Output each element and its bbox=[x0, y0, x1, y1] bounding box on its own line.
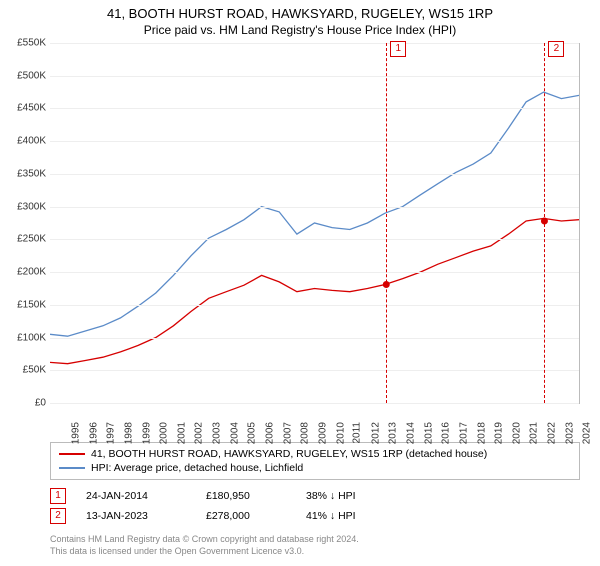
marker-label: 1 bbox=[390, 41, 406, 57]
chart-title: 41, BOOTH HURST ROAD, HAWKSYARD, RUGELEY… bbox=[0, 6, 600, 21]
y-tick-label: £150K bbox=[17, 299, 46, 310]
x-tick-label: 2000 bbox=[158, 422, 169, 444]
grid-line bbox=[50, 305, 579, 306]
y-tick-label: £550K bbox=[17, 38, 46, 49]
x-tick-label: 2021 bbox=[529, 422, 540, 444]
transaction-row: 2 13-JAN-2023 £278,000 41% ↓ HPI bbox=[50, 506, 580, 526]
x-tick-label: 2010 bbox=[335, 422, 346, 444]
x-axis: 1995199619971998199920002001200220032004… bbox=[50, 403, 579, 433]
transaction-pct: 38% ↓ HPI bbox=[306, 490, 386, 502]
grid-line bbox=[50, 76, 579, 77]
legend-row: 41, BOOTH HURST ROAD, HAWKSYARD, RUGELEY… bbox=[59, 447, 571, 461]
x-tick-label: 2023 bbox=[564, 422, 575, 444]
y-tick-label: £100K bbox=[17, 332, 46, 343]
transactions-table: 1 24-JAN-2014 £180,950 38% ↓ HPI 2 13-JAN-202… bbox=[50, 486, 580, 526]
marker-label: 2 bbox=[548, 41, 564, 57]
chart-container: 41, BOOTH HURST ROAD, HAWKSYARD, RUGELEY… bbox=[0, 6, 600, 566]
transaction-price: £278,000 bbox=[206, 510, 286, 522]
plot-svg bbox=[50, 43, 579, 403]
x-tick-label: 2006 bbox=[264, 422, 275, 444]
marker-line bbox=[544, 43, 545, 403]
y-axis: £0£50K£100K£150K£200K£250K£300K£350K£400… bbox=[0, 43, 50, 403]
footer-line-2: This data is licensed under the Open Gov… bbox=[50, 546, 580, 558]
grid-line bbox=[50, 272, 579, 273]
legend-label: HPI: Average price, detached house, Lich… bbox=[91, 462, 303, 474]
grid-line bbox=[50, 338, 579, 339]
x-tick-label: 2014 bbox=[405, 422, 416, 444]
transaction-pct: 41% ↓ HPI bbox=[306, 510, 386, 522]
x-tick-label: 2009 bbox=[317, 422, 328, 444]
y-tick-label: £250K bbox=[17, 234, 46, 245]
x-tick-label: 2001 bbox=[176, 422, 187, 444]
y-tick-label: £500K bbox=[17, 70, 46, 81]
x-tick-label: 1998 bbox=[123, 422, 134, 444]
x-tick-label: 2018 bbox=[476, 422, 487, 444]
x-tick-label: 2012 bbox=[370, 422, 381, 444]
y-tick-label: £400K bbox=[17, 136, 46, 147]
transaction-row: 1 24-JAN-2014 £180,950 38% ↓ HPI bbox=[50, 486, 580, 506]
marker-line bbox=[386, 43, 387, 403]
y-tick-label: £50K bbox=[23, 365, 46, 376]
y-tick-label: £450K bbox=[17, 103, 46, 114]
legend-label: 41, BOOTH HURST ROAD, HAWKSYARD, RUGELEY… bbox=[91, 448, 487, 460]
transaction-badge: 2 bbox=[50, 508, 66, 524]
x-tick-label: 2019 bbox=[493, 422, 504, 444]
x-tick-label: 2011 bbox=[352, 422, 363, 444]
x-tick-label: 2002 bbox=[194, 422, 205, 444]
x-tick-label: 2020 bbox=[511, 422, 522, 444]
y-tick-label: £350K bbox=[17, 168, 46, 179]
x-tick-label: 2013 bbox=[388, 422, 399, 444]
y-tick-label: £0 bbox=[35, 398, 46, 409]
chart-area: £0£50K£100K£150K£200K£250K£300K£350K£400… bbox=[50, 43, 580, 404]
y-tick-label: £200K bbox=[17, 267, 46, 278]
grid-line bbox=[50, 403, 579, 404]
transaction-badge: 1 bbox=[50, 488, 66, 504]
legend: 41, BOOTH HURST ROAD, HAWKSYARD, RUGELEY… bbox=[50, 442, 580, 480]
grid-line bbox=[50, 141, 579, 142]
x-tick-label: 2015 bbox=[423, 422, 434, 444]
grid-line bbox=[50, 174, 579, 175]
series-line bbox=[50, 92, 579, 336]
x-tick-label: 2022 bbox=[546, 422, 557, 444]
x-tick-label: 1995 bbox=[70, 422, 81, 444]
x-tick-label: 2017 bbox=[458, 422, 469, 444]
transaction-price: £180,950 bbox=[206, 490, 286, 502]
legend-row: HPI: Average price, detached house, Lich… bbox=[59, 461, 571, 475]
x-tick-label: 2005 bbox=[247, 422, 258, 444]
legend-swatch bbox=[59, 453, 85, 455]
x-tick-label: 1996 bbox=[88, 422, 99, 444]
x-tick-label: 1997 bbox=[106, 422, 117, 444]
x-tick-label: 2024 bbox=[582, 422, 593, 444]
x-tick-label: 2007 bbox=[282, 422, 293, 444]
grid-line bbox=[50, 370, 579, 371]
x-tick-label: 2008 bbox=[299, 422, 310, 444]
transaction-date: 13-JAN-2023 bbox=[86, 510, 186, 522]
footer-line-1: Contains HM Land Registry data © Crown c… bbox=[50, 534, 580, 546]
grid-line bbox=[50, 108, 579, 109]
grid-line bbox=[50, 207, 579, 208]
y-tick-label: £300K bbox=[17, 201, 46, 212]
chart-subtitle: Price paid vs. HM Land Registry's House … bbox=[0, 23, 600, 37]
grid-line bbox=[50, 43, 579, 44]
x-tick-label: 1999 bbox=[141, 422, 152, 444]
x-tick-label: 2003 bbox=[211, 422, 222, 444]
x-tick-label: 2004 bbox=[229, 422, 240, 444]
x-tick-label: 2016 bbox=[441, 422, 452, 444]
grid-line bbox=[50, 239, 579, 240]
transaction-date: 24-JAN-2014 bbox=[86, 490, 186, 502]
legend-swatch bbox=[59, 467, 85, 469]
footer: Contains HM Land Registry data © Crown c… bbox=[50, 534, 580, 557]
